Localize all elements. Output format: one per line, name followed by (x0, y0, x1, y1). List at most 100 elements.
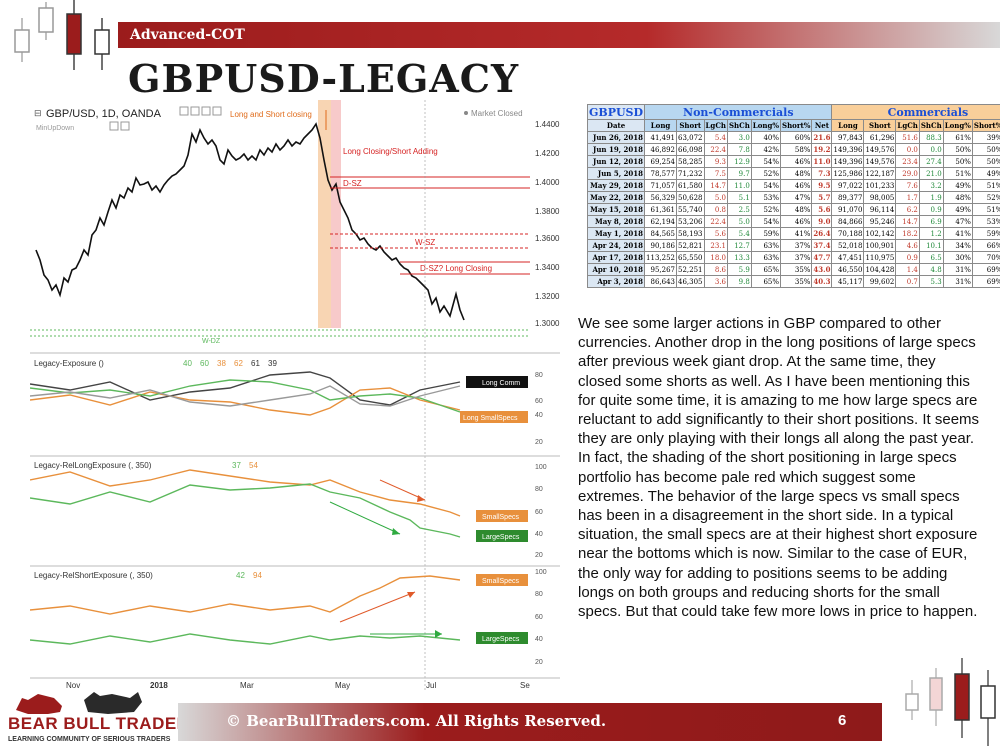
svg-text:SmallSpecs: SmallSpecs (482, 578, 519, 585)
table-cell: 110,975 (863, 251, 897, 264)
table-cell: 1.4 (895, 263, 920, 276)
svg-text:60: 60 (535, 614, 543, 621)
bear-bull-logo-icon (16, 692, 142, 714)
table-cell: 35% (780, 263, 813, 276)
table-cell: 7.6 (895, 179, 920, 192)
table-cell: 97,022 (831, 179, 865, 192)
table-cell: 52,821 (676, 239, 705, 252)
table-cell: 31% (942, 263, 973, 276)
table-cell: 63% (750, 251, 782, 264)
table-cell: 96,114 (863, 203, 897, 216)
collapse-icon[interactable]: ⊟ (34, 108, 42, 118)
table-cell: 66,098 (676, 143, 705, 156)
table-cell: Apr 17, 2018 (586, 251, 646, 264)
table-cell: 65% (750, 275, 782, 288)
table-cell: Jun 12, 2018 (586, 155, 646, 168)
table-cell: 3.0 (726, 131, 752, 144)
column-header: Long% (942, 119, 973, 132)
table-cell: 100,901 (863, 239, 897, 252)
rel-long-legend-1 (476, 510, 528, 522)
table-cell: 71,232 (676, 167, 705, 180)
svg-text:20: 20 (535, 552, 543, 559)
svg-text:40: 40 (535, 412, 543, 419)
column-header: ShCh (726, 119, 752, 132)
table-cell: 39% (971, 131, 1000, 144)
table-cell: 47% (942, 215, 973, 228)
rel-long-legend-2 (476, 530, 528, 542)
table-cell: 51% (942, 167, 973, 180)
svg-text:Nov: Nov (66, 681, 80, 690)
table-cell: 122,187 (863, 167, 897, 180)
table-cell: 37.4 (811, 239, 833, 252)
table-cell: 58% (780, 143, 813, 156)
table-cell: 98,005 (863, 191, 897, 204)
table-cell: 52,018 (831, 239, 865, 252)
chart-symbol: GBP/USD, 1D, OANDA (46, 108, 162, 120)
table-cell: 69,254 (644, 155, 677, 168)
svg-text:Jul: Jul (426, 681, 436, 690)
table-cell: 71,057 (644, 179, 677, 192)
svg-text:LargeSpecs: LargeSpecs (482, 636, 520, 643)
annotation-dsz-long-closing: D-SZ? Long Closing (420, 264, 492, 273)
table-cell: 35% (780, 275, 813, 288)
table-cell: 50% (942, 143, 973, 156)
rel-short-legend-2 (476, 632, 528, 644)
svg-text:1.4200: 1.4200 (535, 149, 560, 158)
table-cell: 11.0 (726, 179, 752, 192)
svg-text:61: 61 (251, 359, 260, 368)
table-cell: 42% (750, 143, 782, 156)
table-cell: 0.0 (895, 143, 920, 156)
table-cell: 21.6 (811, 131, 833, 144)
table-cell: 0.7 (895, 275, 920, 288)
svg-text:100: 100 (535, 464, 547, 471)
table-cell: 40% (750, 131, 782, 144)
table-cell: 8.6 (703, 263, 728, 276)
svg-text:2018: 2018 (150, 681, 168, 690)
table-cell: 31% (942, 275, 973, 288)
tradingview-chart[interactable]: ⊟ GBP/USD, 1D, OANDA MinUpDown Market Cl… (30, 100, 560, 690)
chart-toolbar-icons[interactable] (109, 106, 222, 131)
table-row: May 8, 2018 62,194 53,206 22.4 5.0 54% 46% 9.0 8… (586, 215, 1000, 228)
table-cell: 5.4 (703, 131, 728, 144)
rel-short-panel-title: Legacy-RelShortExposure (, 350) (34, 571, 153, 580)
svg-text:1.4400: 1.4400 (535, 120, 560, 129)
table-cell: 23.4 (895, 155, 920, 168)
svg-text:40: 40 (183, 359, 192, 368)
table-cell: 61,361 (644, 203, 677, 216)
table-cell: 149,396 (831, 155, 865, 168)
svg-text:1.3600: 1.3600 (535, 234, 560, 243)
svg-text:62: 62 (234, 359, 243, 368)
table-cell: 53% (971, 215, 1000, 228)
table-cell: 65% (750, 263, 782, 276)
svg-text:60: 60 (535, 398, 543, 405)
time-axis: Nov 2018 Mar May Jul Se (66, 681, 530, 690)
table-row: Jun 5, 2018 78,577 71,232 7.5 9.7 52% 48% 7.3 12… (586, 167, 1000, 180)
table-cell: 48% (942, 191, 973, 204)
table-cell: 70% (971, 251, 1000, 264)
table-cell: 1.9 (918, 191, 944, 204)
table-cell: 102,142 (863, 227, 897, 240)
table-cell: 47% (780, 191, 813, 204)
svg-text:May: May (335, 681, 350, 690)
table-cell: 78,577 (644, 167, 677, 180)
table-cell: 63,072 (676, 131, 705, 144)
svg-text:20: 20 (535, 659, 543, 666)
table-cell: 7.8 (726, 143, 752, 156)
table-cell: 12.9 (726, 155, 752, 168)
annotation-long-closing-short-adding: Long Closing/Short Adding (343, 147, 438, 156)
column-header: ShCh (918, 119, 944, 132)
table-cell: 37% (780, 251, 813, 264)
table-cell: 37% (780, 239, 813, 252)
page-number: 6 (838, 712, 847, 729)
table-cell: 6.2 (895, 203, 920, 216)
table-cell: 30% (942, 251, 973, 264)
table-cell: 61,296 (863, 131, 897, 144)
table-cell: 91,070 (831, 203, 865, 216)
table-cell: 41,491 (644, 131, 677, 144)
table-cell: 5.6 (811, 203, 833, 216)
svg-text:Se: Se (520, 681, 530, 690)
table-cell: 99,602 (863, 275, 897, 288)
svg-text:80: 80 (535, 372, 543, 379)
table-cell: 5.0 (703, 191, 728, 204)
svg-text:94: 94 (253, 571, 262, 580)
